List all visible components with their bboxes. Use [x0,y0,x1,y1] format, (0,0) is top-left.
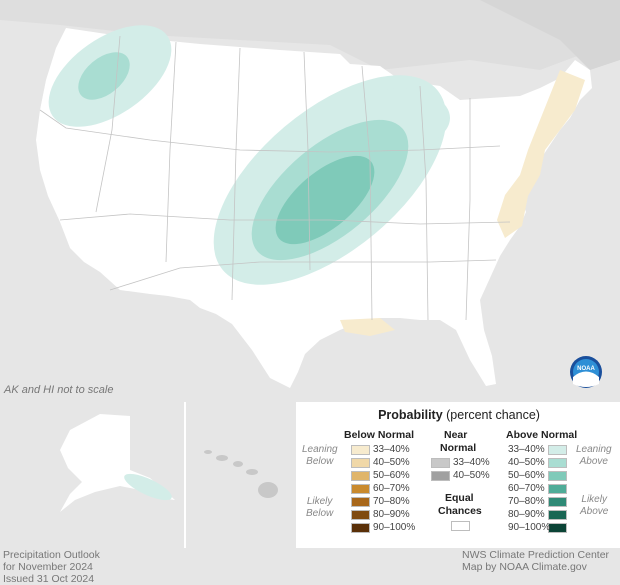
below-label-3: 60–70% [373,483,410,494]
likely-below-label: Likely Below [306,496,334,519]
scale-note: AK and HI not to scale [4,384,114,396]
above-swatch-0 [548,445,567,455]
above-swatch-6 [548,523,567,533]
footer-left: Precipitation Outlook for November 2024 … [3,549,100,585]
below-swatch-6 [351,523,370,533]
below-normal-header: Below Normal [344,429,415,441]
above-label-0: 33–40% [508,444,545,455]
near-normal-header-2: Normal [440,442,477,454]
above-label-4: 70–80% [508,496,545,507]
near-swatch-0 [431,458,450,468]
below-swatch-4 [351,497,370,507]
above-normal-header: Above Normal [506,429,578,441]
above-label-2: 50–60% [508,470,545,481]
near-swatch-1 [431,471,450,481]
below-label-0: 33–40% [373,444,410,455]
above-swatch-2 [548,471,567,481]
below-swatch-3 [351,484,370,494]
above-swatch-1 [548,458,567,468]
noaa-logo-icon: NOAA [570,356,602,388]
below-label-4: 70–80% [373,496,410,507]
near-normal-header-1: Near [444,429,468,441]
above-label-5: 80–90% [508,509,545,520]
below-label-2: 50–60% [373,470,410,481]
below-label-1: 40–50% [373,457,410,468]
below-swatch-1 [351,458,370,468]
below-normal-shading [340,70,585,336]
equal-chances-swatch [451,521,470,531]
above-swatch-5 [548,510,567,520]
below-swatch-5 [351,510,370,520]
leaning-above-label: Leaning Above [576,444,612,467]
footer-right: NWS Climate Prediction Center Map by NOA… [462,549,610,573]
above-swatch-3 [548,484,567,494]
likely-above-label: Likely Above [580,494,609,517]
above-normal-shading [48,25,450,506]
below-label-5: 80–90% [373,509,410,520]
below-swatch-0 [351,445,370,455]
near-label-1: 40–50% [453,470,490,481]
equal-chances-label-2: Chances [438,505,482,517]
above-label-1: 40–50% [508,457,545,468]
near-label-0: 33–40% [453,457,490,468]
svg-text:NOAA: NOAA [577,366,595,372]
above-label-3: 60–70% [508,483,545,494]
leaning-below-label: Leaning Below [302,444,338,467]
legend-panel: Probability (percent chance) Below Norma… [298,402,620,548]
below-label-6: 90–100% [373,522,416,533]
state-boundaries [39,35,511,321]
above-label-6: 90–100% [508,522,551,533]
below-swatch-2 [351,471,370,481]
hawaii-islands [204,450,278,498]
legend-title: Probability (percent chance) [378,408,540,422]
equal-chances-label-1: Equal [445,492,474,504]
above-swatch-4 [548,497,567,507]
